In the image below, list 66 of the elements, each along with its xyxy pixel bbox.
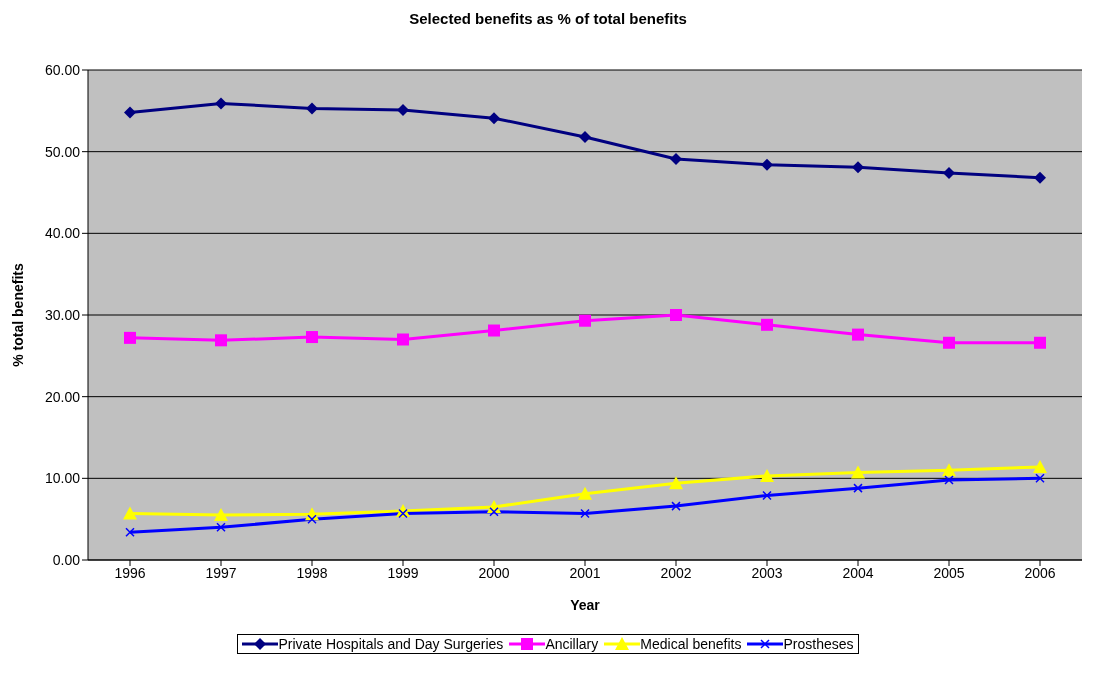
point — [125, 527, 135, 537]
point — [1034, 171, 1046, 184]
point — [216, 522, 226, 533]
point — [761, 158, 773, 171]
point — [853, 483, 863, 493]
y-tick-label: 30.00 — [44, 306, 81, 323]
point — [670, 309, 682, 321]
x-tick-label: 2006 — [1024, 564, 1056, 581]
point — [306, 102, 318, 115]
x-tick-label: 1997 — [205, 564, 237, 581]
point — [579, 130, 591, 143]
point — [488, 112, 500, 125]
y-tick-label: 40.00 — [44, 225, 81, 242]
x-tick-label: 1998 — [296, 564, 328, 581]
point — [669, 476, 683, 490]
point — [398, 508, 408, 519]
point — [488, 324, 500, 337]
y-tick-label: 20.00 — [44, 388, 81, 405]
point — [670, 153, 682, 166]
x-tick-label: 2002 — [660, 564, 692, 581]
x-tick-label: 2004 — [842, 564, 874, 581]
point — [944, 475, 954, 485]
chart-title: Selected benefits as % of total benefits — [408, 10, 688, 29]
point — [852, 328, 864, 341]
x-tick-label: 2001 — [569, 564, 601, 581]
point — [578, 486, 592, 500]
x-axis-title: Year — [570, 597, 601, 613]
point — [215, 97, 227, 110]
x-tick-label: 2003 — [751, 564, 783, 581]
legend-label: Prostheses — [782, 636, 854, 652]
point — [1035, 473, 1045, 484]
legend-label: Private Hospitals and Day Surgeries — [277, 636, 504, 652]
point — [942, 463, 956, 477]
y-tick-label: 0.00 — [52, 551, 81, 568]
point — [762, 490, 772, 501]
point — [943, 166, 955, 179]
y-tick-label: 50.00 — [44, 143, 81, 160]
point — [124, 106, 136, 119]
point — [1034, 336, 1046, 349]
point — [852, 161, 864, 174]
point — [123, 506, 137, 520]
point — [760, 468, 774, 482]
point — [580, 508, 590, 519]
point — [397, 104, 409, 117]
point — [397, 333, 409, 346]
point — [579, 314, 591, 327]
legend-label: Ancillary — [544, 636, 599, 652]
point — [943, 336, 955, 349]
x-tick-label: 1999 — [387, 564, 419, 581]
point — [124, 331, 136, 344]
y-axis-title: % total benefits — [9, 263, 26, 367]
x-tick-label: 2000 — [478, 564, 510, 581]
y-tick-label: 10.00 — [44, 470, 81, 487]
y-tick-label: 60.00 — [44, 61, 81, 78]
point — [489, 507, 499, 517]
x-tick-label: 1996 — [114, 564, 146, 581]
point — [1033, 459, 1047, 473]
point — [306, 331, 318, 344]
point — [671, 501, 681, 511]
point — [851, 465, 865, 479]
point — [761, 318, 773, 331]
legend-label: Medical benefits — [639, 636, 742, 652]
point — [214, 508, 228, 522]
point — [215, 334, 227, 347]
point — [307, 514, 317, 524]
x-tick-label: 2005 — [933, 564, 965, 581]
